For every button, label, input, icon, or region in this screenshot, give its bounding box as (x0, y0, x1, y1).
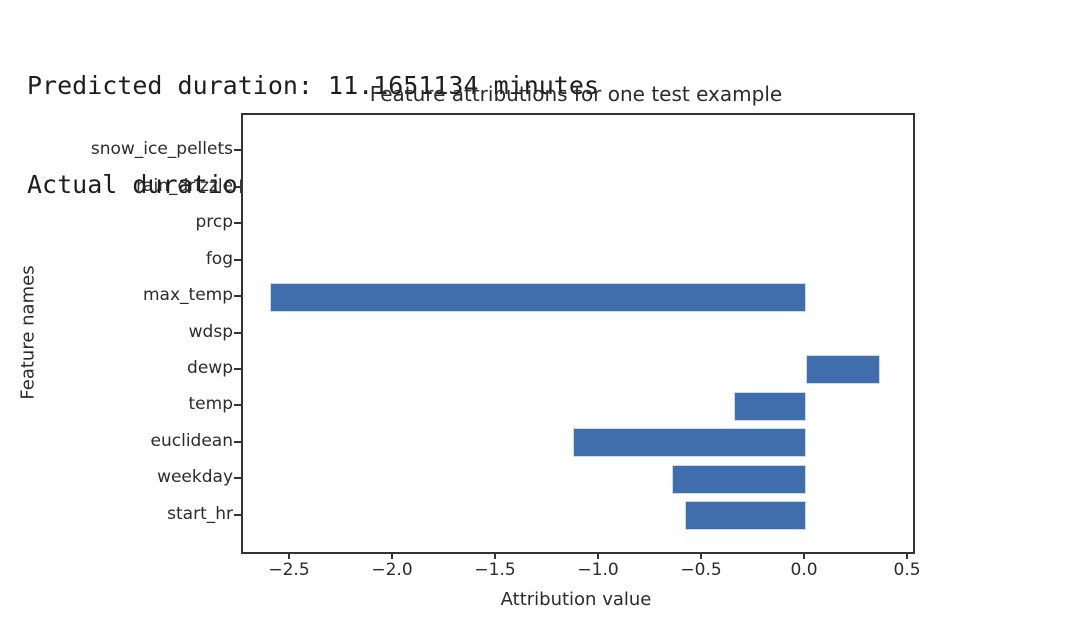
y-tick-mark (234, 222, 241, 225)
x-tick-label: −0.5 (680, 560, 722, 580)
y-tick-mark (234, 185, 241, 188)
category-label: euclidean (150, 430, 233, 451)
category-label: prcp (195, 212, 233, 233)
x-tick-mark (391, 552, 394, 559)
y-axis-label: Feature names (17, 265, 39, 400)
category-label: fog (205, 248, 233, 269)
x-tick-label: 0.0 (790, 560, 818, 580)
y-tick-mark (234, 513, 241, 516)
category-label: weekday (157, 467, 233, 488)
plot-area (241, 113, 915, 554)
category-label: wdsp (188, 321, 233, 342)
x-tick-label: −1.5 (474, 560, 516, 580)
y-tick-mark (234, 331, 241, 334)
y-tick-mark (234, 404, 241, 407)
x-tick-mark (906, 552, 909, 559)
category-label: max_temp (142, 285, 233, 306)
category-label: rain_drizzle (136, 175, 233, 196)
x-tick-label: −2.0 (371, 560, 413, 580)
bar-start_hr (684, 501, 807, 531)
category-label: snow_ice_pellets (90, 139, 233, 160)
x-tick-mark (288, 552, 290, 559)
x-tick-mark (597, 552, 600, 559)
bar-weekday (672, 464, 807, 494)
chart-title: Feature attributions for one test exampl… (369, 82, 783, 106)
y-tick-mark (234, 258, 241, 261)
x-tick-mark (803, 552, 806, 559)
y-tick-mark (234, 477, 241, 480)
category-label: dewp (187, 357, 233, 378)
y-tick-mark (234, 367, 241, 370)
x-tick-mark (700, 552, 703, 559)
bar-temp (733, 391, 807, 421)
y-tick-mark (234, 295, 241, 298)
y-tick-mark (234, 149, 241, 152)
x-tick-label: 0.5 (893, 560, 921, 580)
y-tick-mark (234, 440, 241, 443)
category-label: start_hr (167, 503, 233, 524)
x-tick-label: −2.5 (268, 560, 310, 580)
x-tick-label: −1.0 (577, 560, 619, 580)
category-label: temp (188, 394, 233, 415)
bar-dewp (806, 355, 881, 385)
bar-euclidean (573, 428, 807, 458)
x-axis-label: Attribution value (500, 589, 652, 610)
bar-max_temp (270, 282, 807, 312)
x-tick-mark (494, 552, 497, 559)
predicted-duration-line: Predicted duration: 11.1651134 minutes (27, 71, 599, 100)
